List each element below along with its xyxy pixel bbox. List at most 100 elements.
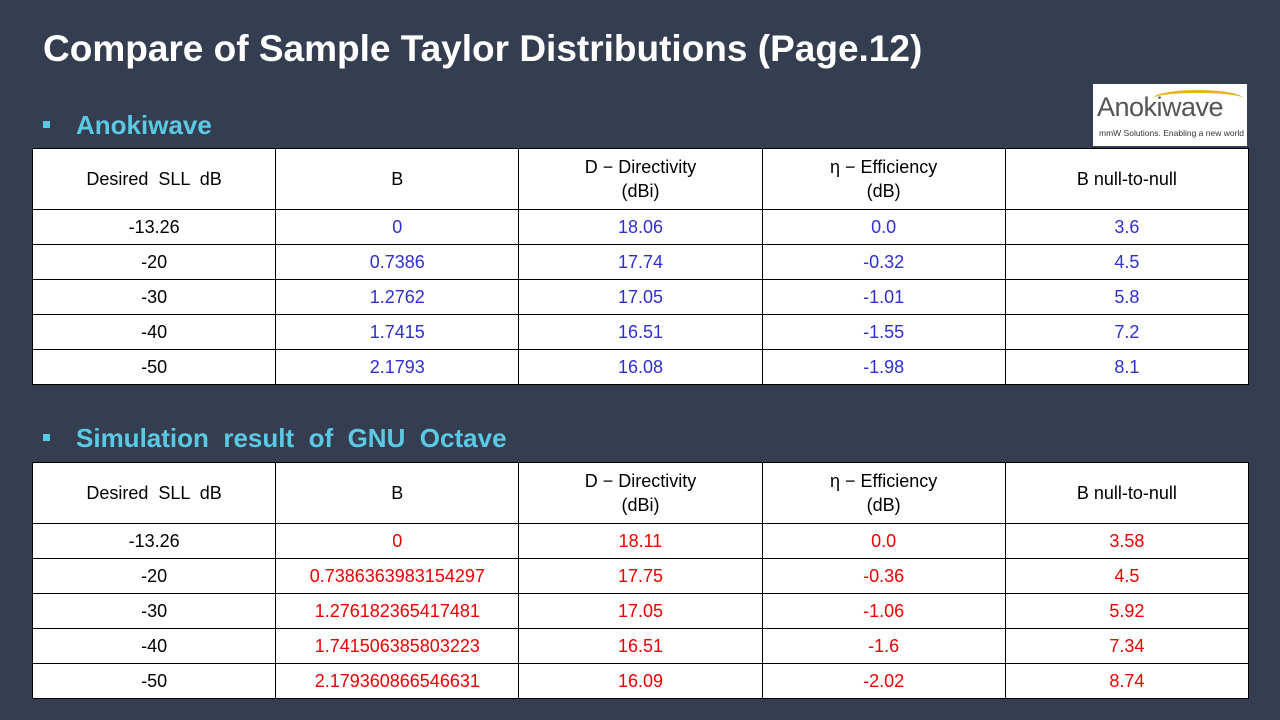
table-cell: 16.08 <box>518 349 763 385</box>
table-cell: 18.06 <box>518 209 763 245</box>
table-cell: -30 <box>31 593 277 629</box>
table-cell: 7.2 <box>1004 314 1250 350</box>
header-line: Desired SLL dB <box>86 169 222 189</box>
header-row: Desired SLL dB B D − Directivity (dBi) η − E… <box>31 148 1250 210</box>
logo: Anokiwave mmW Solutions. Enabling a new … <box>1093 84 1247 146</box>
table-cell: 2.1793 <box>275 349 520 385</box>
table-cell: 17.05 <box>518 279 763 315</box>
table-cell: -50 <box>31 349 277 385</box>
header-cell: η − Efficiency (dB) <box>761 148 1006 210</box>
table-cell: -13.26 <box>31 209 277 245</box>
header-line: (dB) <box>866 495 901 515</box>
table-cell: -0.36 <box>761 558 1006 594</box>
header-line: B <box>391 483 404 503</box>
header-line: B <box>391 169 404 189</box>
table-cell: 17.74 <box>518 244 763 280</box>
header-line: Desired SLL dB <box>86 483 222 503</box>
header-line: (dBi) <box>621 495 660 515</box>
header-cell: D − Directivity (dBi) <box>518 148 763 210</box>
table-cell: 17.05 <box>518 593 763 629</box>
table-cell: -40 <box>31 628 277 664</box>
logo-tagline: mmW Solutions. Enabling a new world <box>1099 128 1245 138</box>
table-row: -13.26 0 18.06 0.0 3.6 <box>31 209 1250 245</box>
table-cell: 0.7386 <box>275 244 520 280</box>
header-cell: B null-to-null <box>1004 462 1250 524</box>
table-cell: 3.6 <box>1004 209 1250 245</box>
table-cell: -20 <box>31 558 277 594</box>
table-row: -50 2.1793 16.08 -1.98 8.1 <box>31 349 1250 385</box>
table-row: -20 0.7386 17.74 -0.32 4.5 <box>31 244 1250 280</box>
table-cell: 1.2762 <box>275 279 520 315</box>
table-cell: -1.06 <box>761 593 1006 629</box>
table-cell: -1.01 <box>761 279 1006 315</box>
heading-text: Anokiwave <box>76 110 212 140</box>
heading-text: Simulation result of GNU Octave <box>76 423 507 453</box>
table-row: -30 1.2762 17.05 -1.01 5.8 <box>31 279 1250 315</box>
table-cell: 5.92 <box>1004 593 1250 629</box>
table-cell: 18.11 <box>518 523 763 559</box>
table-cell: 8.1 <box>1004 349 1250 385</box>
header-line: D − Directivity <box>584 471 697 491</box>
table-row: -30 1.276182365417481 17.05 -1.06 5.92 <box>31 593 1250 629</box>
table-cell: 1.741506385803223 <box>275 628 520 664</box>
header-line: B null-to-null <box>1076 483 1177 503</box>
table-cell: 0 <box>275 523 520 559</box>
table-cell: 16.51 <box>518 628 763 664</box>
table-cell: -20 <box>31 244 277 280</box>
logo-swoosh <box>1153 90 1243 107</box>
header-line: (dBi) <box>621 181 660 201</box>
logo-name: Anokiwave <box>1097 92 1224 122</box>
table-cell: 8.74 <box>1004 663 1250 699</box>
table-cell: -13.26 <box>31 523 277 559</box>
header-cell: D − Directivity (dBi) <box>518 462 763 524</box>
header-line: D − Directivity <box>584 157 697 177</box>
section-heading: Simulation result of GNU Octave <box>43 423 507 454</box>
table-cell: -0.32 <box>761 244 1006 280</box>
slide-title: Compare of Sample Taylor Distributions (… <box>43 28 923 69</box>
table-cell: 1.276182365417481 <box>275 593 520 629</box>
table-cell: 1.7415 <box>275 314 520 350</box>
table-cell: 0.0 <box>761 523 1006 559</box>
header-line: B null-to-null <box>1076 169 1177 189</box>
table-cell: -1.6 <box>761 628 1006 664</box>
table-row: -40 1.741506385803223 16.51 -1.6 7.34 <box>31 628 1250 664</box>
header-cell: Desired SLL dB <box>31 462 277 524</box>
header-cell: η − Efficiency (dB) <box>761 462 1006 524</box>
header-row: Desired SLL dB B D − Directivity (dBi) η − E… <box>31 462 1250 524</box>
header-line: η − Efficiency <box>830 471 938 491</box>
header-cell: Desired SLL dB <box>31 148 277 210</box>
table-cell: 4.5 <box>1004 558 1250 594</box>
table-cell: 0 <box>275 209 520 245</box>
table-cell: -2.02 <box>761 663 1006 699</box>
table-cell: -50 <box>31 663 277 699</box>
header-line: (dB) <box>866 181 901 201</box>
table-row: -20 0.7386363983154297 17.75 -0.36 4.5 <box>31 558 1250 594</box>
header-cell: B null-to-null <box>1004 148 1250 210</box>
table-cell: 0.7386363983154297 <box>275 558 520 594</box>
table-cell: 0.0 <box>761 209 1006 245</box>
table-cell: 5.8 <box>1004 279 1250 315</box>
table-cell: -1.98 <box>761 349 1006 385</box>
data-table: Desired SLL dB B D − Directivity (dBi) η − E… <box>31 462 1250 699</box>
table-cell: -1.55 <box>761 314 1006 350</box>
header-cell: B <box>275 148 520 210</box>
table-row: -50 2.179360866546631 16.09 -2.02 8.74 <box>31 663 1250 699</box>
table-cell: 16.09 <box>518 663 763 699</box>
table-cell: 2.179360866546631 <box>275 663 520 699</box>
table-row: -40 1.7415 16.51 -1.55 7.2 <box>31 314 1250 350</box>
table-cell: 4.5 <box>1004 244 1250 280</box>
bullet <box>43 433 50 441</box>
header-cell: B <box>275 462 520 524</box>
table-cell: 3.58 <box>1004 523 1250 559</box>
header-line: η − Efficiency <box>830 157 938 177</box>
table-row: -13.26 0 18.11 0.0 3.58 <box>31 523 1250 559</box>
table-cell: 16.51 <box>518 314 763 350</box>
table-cell: 7.34 <box>1004 628 1250 664</box>
bullet <box>43 120 50 128</box>
table-cell: -40 <box>31 314 277 350</box>
table-cell: -30 <box>31 279 277 315</box>
data-table: Desired SLL dB B D − Directivity (dBi) η − E… <box>31 148 1250 385</box>
table-cell: 17.75 <box>518 558 763 594</box>
section-heading: Anokiwave <box>43 110 212 141</box>
